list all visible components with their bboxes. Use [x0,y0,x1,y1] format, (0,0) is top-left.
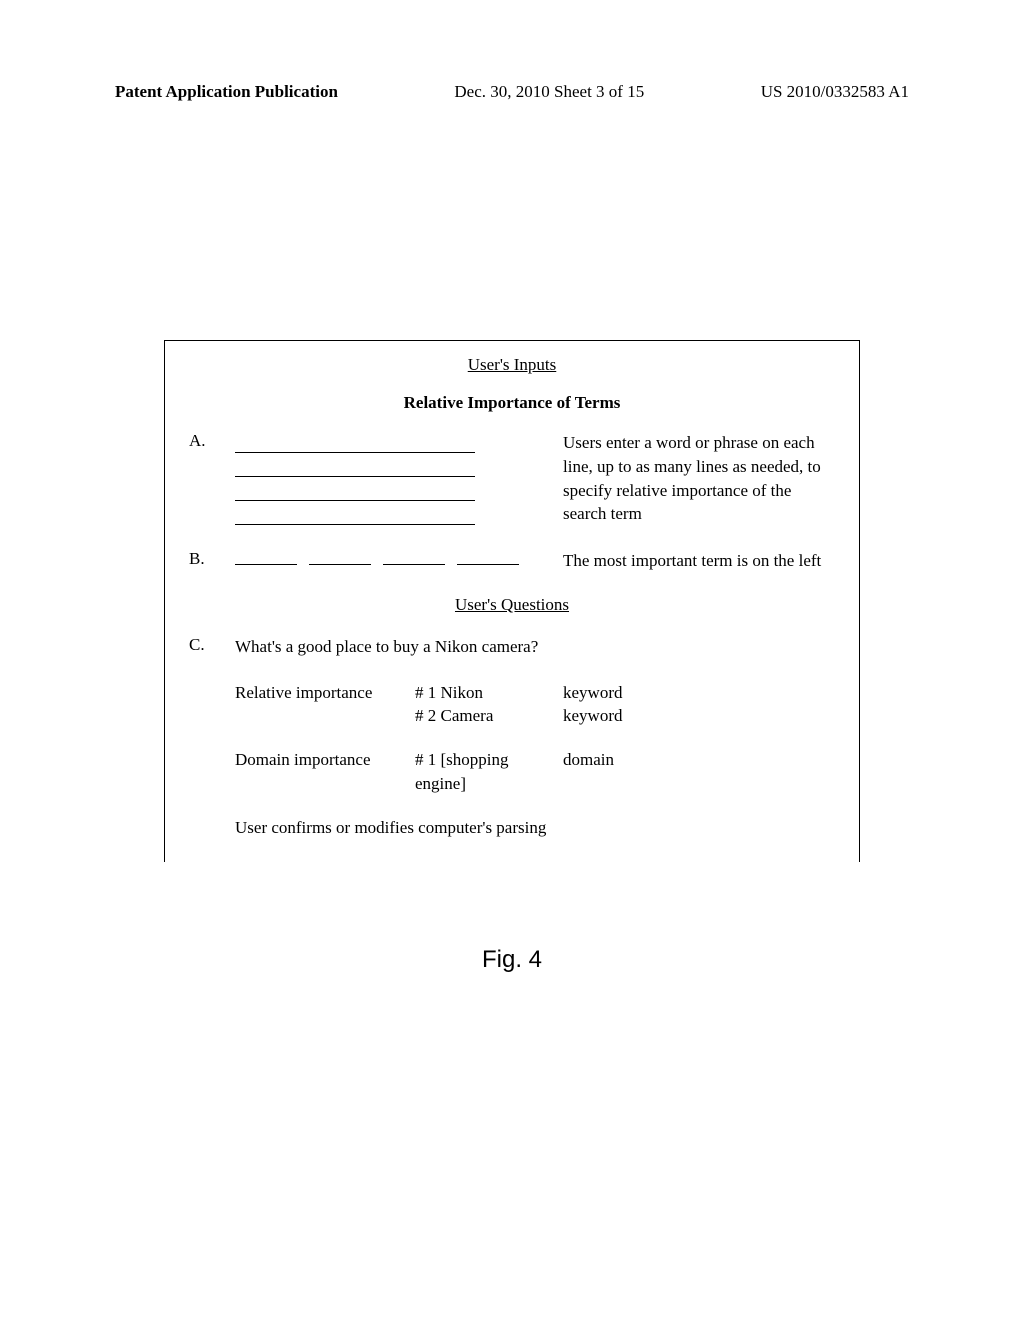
section-c-content: What's a good place to buy a Nikon camer… [235,635,835,840]
header-patent-number: US 2010/0332583 A1 [761,82,909,102]
domain-type: domain [563,748,835,796]
relative-importance-row: Relative importance # 1 Nikon # 2 Camera… [235,681,835,729]
section-a-description: Users enter a word or phrase on each lin… [475,431,835,526]
relative-value-2: # 2 Camera [415,704,563,728]
main-title: User's Inputs [189,355,835,375]
domain-value: # 1 [shopping engine] [415,748,563,796]
blank-input-line[interactable] [235,455,475,477]
figure-box: User's Inputs Relative Importance of Ter… [164,340,860,862]
header-date-sheet: Dec. 30, 2010 Sheet 3 of 15 [454,82,644,102]
blank-input-line[interactable] [235,503,475,525]
question-text: What's a good place to buy a Nikon camer… [235,635,555,659]
relative-type-2: keyword [563,704,835,728]
section-c-letter: C. [189,635,235,655]
blank-input-short[interactable] [235,549,297,565]
relative-type-1: keyword [563,681,835,705]
blank-input-short[interactable] [309,549,371,565]
figure-caption: Fig. 4 [0,946,1024,974]
confirm-text: User confirms or modifies computer's par… [235,816,575,840]
blank-input-short[interactable] [383,549,445,565]
section-b-letter: B. [189,549,235,569]
section-b-row: B. The most important term is on the lef… [189,549,835,573]
section-b-inputs [235,549,563,570]
relative-types: keyword keyword [563,681,835,729]
section-b-description: The most important term is on the left [563,549,835,573]
section-a-inputs [235,431,475,527]
relative-label: Relative importance [235,681,415,729]
domain-label: Domain importance [235,748,415,796]
relative-values: # 1 Nikon # 2 Camera [415,681,563,729]
relative-value-1: # 1 Nikon [415,681,563,705]
subtitle: Relative Importance of Terms [189,393,835,413]
questions-title: User's Questions [189,595,835,615]
blank-input-line[interactable] [235,479,475,501]
header-publication-type: Patent Application Publication [115,82,338,102]
domain-importance-row: Domain importance # 1 [shopping engine] … [235,748,835,796]
document-header: Patent Application Publication Dec. 30, … [115,82,909,102]
blank-input-short[interactable] [457,549,519,565]
blank-input-line[interactable] [235,431,475,453]
section-a-row: A. Users enter a word or phrase on each … [189,431,835,527]
section-c-row: C. What's a good place to buy a Nikon ca… [189,635,835,840]
section-a-letter: A. [189,431,235,451]
